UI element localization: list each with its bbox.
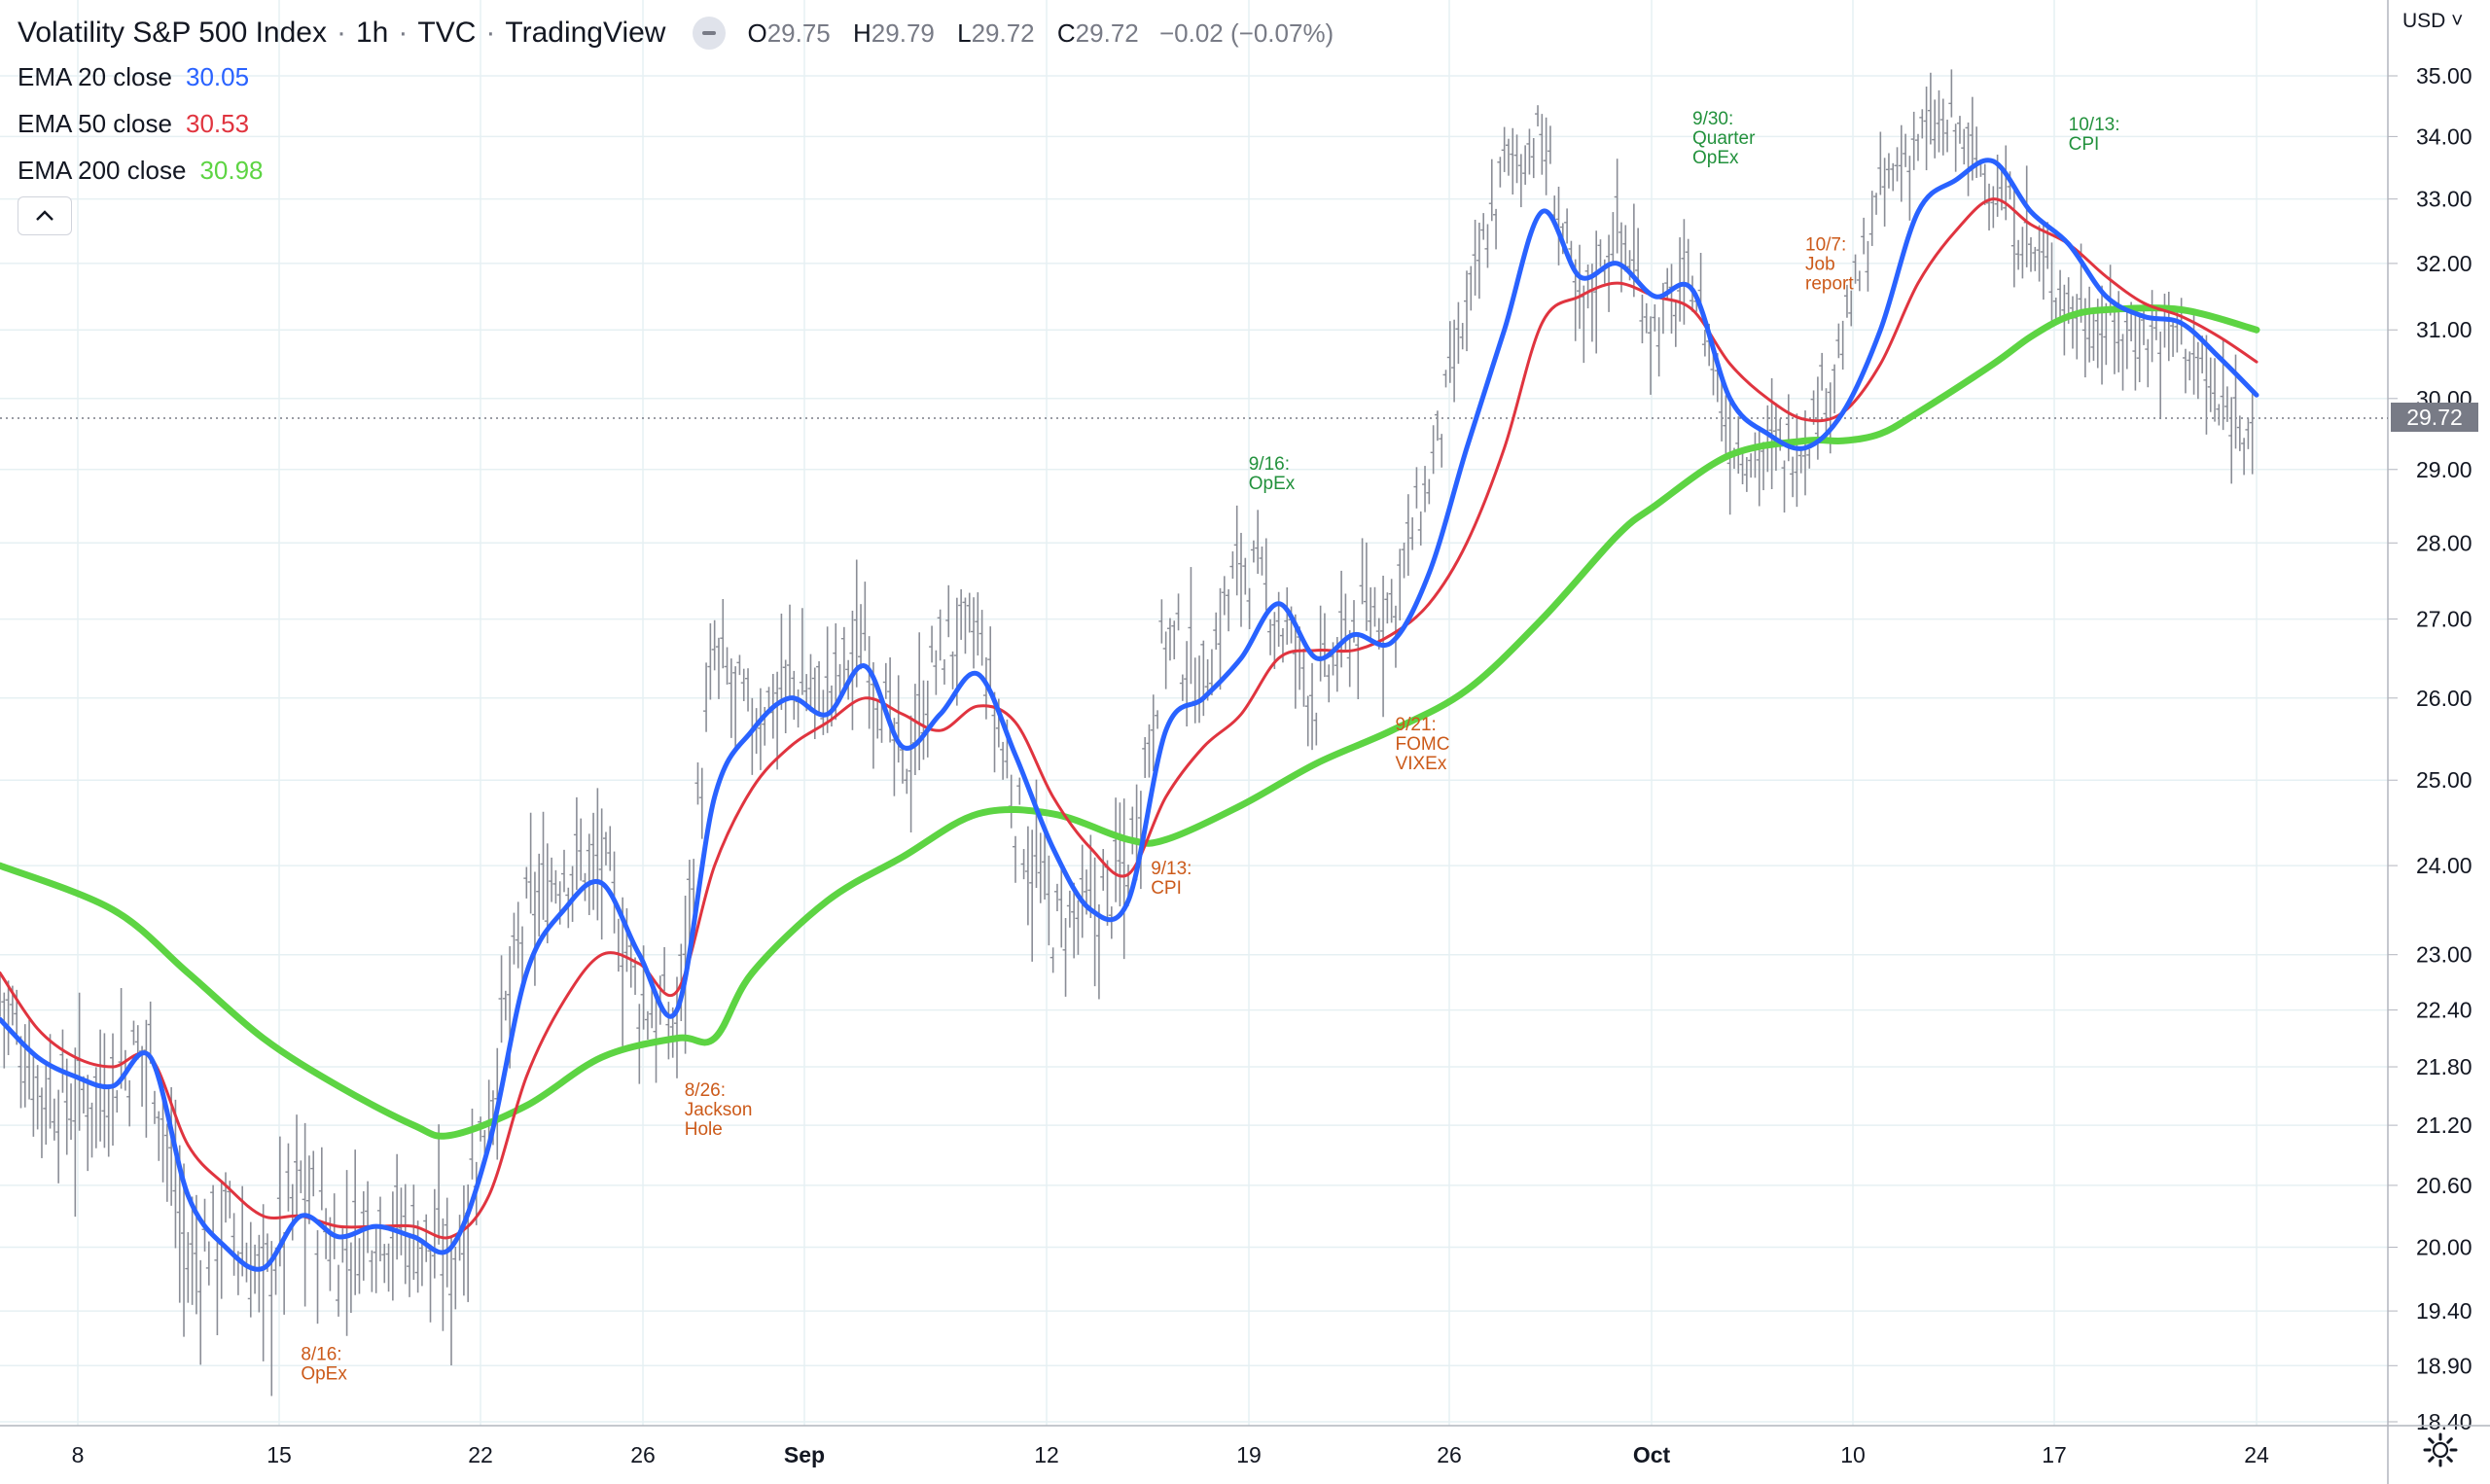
legend-ema50[interactable]: EMA 50 close 30.53 xyxy=(18,109,249,139)
legend-ema50-value: 30.53 xyxy=(185,109,250,138)
time-axis-label: 17 xyxy=(2042,1442,2067,1467)
price-tick-label: 23.00 xyxy=(2416,942,2472,968)
high-value: 29.79 xyxy=(871,18,935,48)
price-tick-label: 27.00 xyxy=(2416,607,2472,632)
annotation-text: OpEx xyxy=(1249,474,1296,494)
price-tick-label: 35.00 xyxy=(2416,63,2472,88)
market-status-icon[interactable] xyxy=(693,17,727,50)
legend-ema200-label: EMA 200 close xyxy=(18,156,187,185)
ema-20-close-line xyxy=(0,158,2259,1272)
annotation-text: FOMC xyxy=(1396,734,1450,755)
price-tick-label: 31.00 xyxy=(2416,317,2472,342)
gear-icon[interactable] xyxy=(2422,1431,2459,1468)
price-bars xyxy=(0,69,2254,1396)
price-tick-label: 22.40 xyxy=(2416,998,2472,1023)
separator-dot: · xyxy=(337,17,346,49)
price-tick-label: 21.20 xyxy=(2416,1113,2472,1138)
price-tick-label: 20.00 xyxy=(2416,1235,2472,1260)
time-axis-label: 19 xyxy=(1236,1442,1262,1467)
annotation-text: Hole xyxy=(685,1119,723,1140)
annotation-text: CPI xyxy=(1151,878,1182,899)
time-axis-label: 8 xyxy=(72,1442,85,1467)
price-tick-label: 19.40 xyxy=(2416,1298,2472,1324)
annotation-text: Quarter xyxy=(1692,128,1756,149)
open-label: O xyxy=(747,18,767,48)
annotation-text: report xyxy=(1805,273,1854,294)
price-tick-label: 28.00 xyxy=(2416,530,2472,555)
price-tick-label: 32.00 xyxy=(2416,251,2472,276)
platform-label: TradingView xyxy=(505,17,666,49)
time-axis-label: 26 xyxy=(1437,1442,1462,1467)
annotation-text: OpEx xyxy=(1692,148,1739,168)
chart-header: Volatility S&P 500 Index · 1h · TVC · Tr… xyxy=(18,12,1334,54)
change-value: −0.02 (−0.07%) xyxy=(1158,18,1334,48)
source-label: TVC xyxy=(417,17,477,49)
open-value: 29.75 xyxy=(766,18,831,48)
currency-label: USD xyxy=(2402,10,2446,32)
annotation-text: 9/13: xyxy=(1151,859,1192,879)
close-label: C xyxy=(1056,18,1076,48)
time-axis-label: 24 xyxy=(2244,1442,2269,1467)
annotation-text: Job xyxy=(1805,254,1835,274)
legend-ema20-value: 30.05 xyxy=(185,62,250,91)
price-tick-label: 34.00 xyxy=(2416,124,2472,149)
low-value: 29.72 xyxy=(971,18,1035,48)
ohlc-values: O29.75 H29.79 L29.72 C29.72 −0.02 (−0.07… xyxy=(747,18,1334,49)
chevron-down-icon: ˅ xyxy=(2445,10,2464,32)
chevron-up-icon xyxy=(36,210,53,221)
annotation-text: 9/16: xyxy=(1249,454,1290,475)
annotation-text: OpEx xyxy=(301,1364,347,1385)
annotation-text: CPI xyxy=(2069,134,2100,155)
legend-ema50-label: EMA 50 close xyxy=(18,109,172,138)
high-label: H xyxy=(853,18,872,48)
time-axis-label: 26 xyxy=(630,1442,656,1467)
time-axis-label: Oct xyxy=(1633,1442,1671,1467)
annotation-text: 9/21: xyxy=(1396,715,1437,735)
price-tick-label: 29.00 xyxy=(2416,457,2472,482)
separator-dot: · xyxy=(398,17,409,49)
price-tick-label: 25.00 xyxy=(2416,767,2472,793)
time-axis-label: 15 xyxy=(267,1442,292,1467)
legend-ema200-value: 30.98 xyxy=(199,156,264,185)
price-tick-label: 26.00 xyxy=(2416,686,2472,711)
legend-ema200[interactable]: EMA 200 close 30.98 xyxy=(18,156,264,186)
annotation-text: 8/26: xyxy=(685,1080,726,1101)
annotation-text: Jackson xyxy=(685,1100,753,1120)
legend-ema20-label: EMA 20 close xyxy=(18,62,172,91)
annotation-text: 10/13: xyxy=(2069,115,2120,135)
symbol-title[interactable]: Volatility S&P 500 Index xyxy=(18,17,327,49)
price-tick-label: 18.40 xyxy=(2416,1409,2472,1434)
time-axis-label: 10 xyxy=(1840,1442,1866,1467)
last-price-tag: 29.72 xyxy=(2391,403,2478,432)
time-axis-label: 12 xyxy=(1034,1442,1059,1467)
currency-selector[interactable]: USD ˅ xyxy=(2402,10,2463,33)
interval-label[interactable]: 1h xyxy=(356,17,389,49)
ema-50-close-line xyxy=(0,197,2259,1240)
annotation-text: 10/7: xyxy=(1805,234,1846,255)
price-tick-label: 24.00 xyxy=(2416,853,2472,878)
annotation-text: 9/30: xyxy=(1692,109,1733,129)
price-tick-label: 18.90 xyxy=(2416,1353,2472,1378)
annotation-text: 8/16: xyxy=(301,1345,341,1365)
time-axis-label: Sep xyxy=(784,1442,825,1467)
collapse-legend-button[interactable] xyxy=(18,196,72,235)
separator-dot: · xyxy=(485,17,496,49)
ema-200-close-line xyxy=(0,304,2260,1140)
close-value: 29.72 xyxy=(1075,18,1139,48)
price-tick-label: 20.60 xyxy=(2416,1173,2472,1198)
legend-ema20[interactable]: EMA 20 close 30.05 xyxy=(18,62,249,92)
low-label: L xyxy=(957,18,972,48)
annotation-text: VIXEx xyxy=(1396,754,1447,774)
price-tick-label: 21.80 xyxy=(2416,1054,2472,1079)
price-tick-label: 33.00 xyxy=(2416,187,2472,212)
time-axis-label: 22 xyxy=(468,1442,493,1467)
